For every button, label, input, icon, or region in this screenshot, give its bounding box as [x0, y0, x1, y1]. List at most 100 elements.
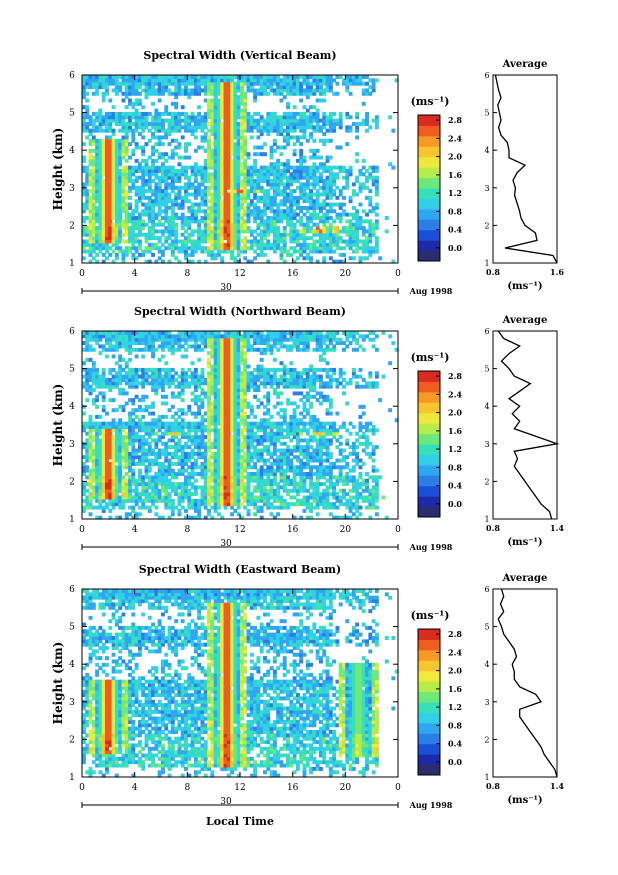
heatmap-cell	[295, 88, 300, 93]
heatmap-cell	[151, 169, 156, 173]
heatmap-cell	[164, 172, 169, 177]
heatmap-cell	[154, 158, 159, 163]
heatmap-cell	[184, 169, 188, 173]
heatmap-cell	[118, 195, 123, 200]
heatmap-cell	[193, 162, 198, 167]
heatmap-cell	[319, 202, 323, 207]
heatmap-cell	[108, 128, 113, 133]
heatmap-cell	[137, 229, 142, 234]
heatmap-cell	[157, 495, 162, 500]
heatmap-cell	[105, 122, 109, 126]
heatmap-cell	[355, 209, 360, 214]
heatmap-cell	[105, 145, 109, 150]
heatmap-cell	[368, 125, 373, 130]
heatmap-cell	[95, 88, 100, 93]
heatmap-cell	[128, 185, 132, 190]
heatmap-cell	[289, 226, 294, 231]
heatmap-cell	[272, 169, 277, 173]
heatmap-cell	[141, 384, 146, 389]
heatmap-cell	[240, 152, 244, 157]
heatmap-cell	[282, 195, 287, 200]
heatmap-cell	[124, 455, 129, 460]
heatmap-cell	[263, 236, 267, 241]
heatmap-cell	[128, 492, 132, 497]
heatmap-cell	[174, 334, 179, 339]
heatmap-cell	[269, 226, 274, 231]
heatmap-cell	[213, 132, 218, 137]
heatmap-cell	[85, 495, 90, 500]
heatmap-cell	[213, 158, 218, 163]
heatmap-cell	[91, 371, 96, 376]
heatmap-cell	[246, 202, 251, 207]
heatmap-cell	[240, 115, 244, 120]
heatmap-cell	[243, 75, 248, 79]
heatmap-cell	[220, 236, 225, 241]
heatmap-cell	[342, 226, 346, 231]
heatmap-cell	[88, 122, 93, 126]
heatmap-cell	[289, 111, 294, 116]
heatmap-cell	[128, 85, 132, 90]
heatmap-cell	[193, 381, 198, 386]
heatmap-cell	[243, 95, 248, 100]
heatmap-cell	[243, 239, 248, 244]
heatmap-cell	[144, 488, 149, 493]
heatmap-cell	[184, 195, 188, 200]
heatmap-cell	[177, 125, 182, 130]
heatmap-cell	[256, 145, 261, 150]
heatmap-cell	[184, 219, 188, 224]
heatmap-cell	[240, 91, 244, 96]
heatmap-cell	[164, 85, 169, 90]
heatmap-cell	[144, 85, 149, 90]
heatmap-cell	[118, 354, 123, 359]
heatmap-cell	[197, 78, 202, 83]
heatmap-cell	[207, 115, 211, 120]
heatmap-cell	[302, 75, 307, 79]
heatmap-cell	[230, 98, 235, 103]
heatmap-cell	[253, 216, 258, 220]
heatmap-cell	[200, 216, 205, 220]
heatmap-cell	[292, 172, 297, 177]
heatmap-cell	[105, 175, 109, 180]
heatmap-cell	[118, 341, 123, 346]
heatmap-cell	[279, 162, 284, 167]
heatmap-cell	[124, 512, 129, 517]
heatmap-cell	[269, 182, 274, 187]
heatmap-cell	[279, 122, 284, 126]
heatmap-cell	[292, 135, 297, 140]
heatmap-cell	[207, 152, 211, 157]
heatmap-cell	[216, 478, 221, 483]
heatmap-cell	[328, 118, 333, 123]
heatmap-cell	[259, 199, 264, 204]
heatmap-cell	[309, 199, 314, 204]
heatmap-cell	[328, 179, 333, 184]
heatmap-cell	[263, 195, 267, 200]
heatmap-cell	[111, 138, 116, 143]
heatmap-cell	[174, 185, 179, 190]
heatmap-cell	[253, 111, 258, 116]
heatmap-cell	[95, 226, 100, 231]
heatmap-cell	[207, 378, 211, 382]
heatmap-cell	[128, 341, 132, 346]
heatmap-cell	[374, 169, 379, 173]
heatmap-cell	[312, 212, 317, 217]
heatmap-cell	[210, 468, 215, 473]
heatmap-cell	[240, 128, 244, 133]
heatmap-cell	[137, 145, 142, 150]
heatmap-cell	[332, 175, 337, 180]
heatmap-cell	[124, 105, 129, 110]
heatmap-cell	[124, 189, 129, 194]
heatmap-cell	[128, 428, 132, 433]
heatmap-cell	[289, 122, 294, 126]
heatmap-cell	[98, 202, 103, 207]
heatmap-cell	[128, 101, 132, 106]
heatmap-cell	[131, 438, 136, 443]
heatmap-cell	[190, 132, 195, 137]
heatmap-cell	[161, 169, 165, 173]
heatmap-cell	[151, 222, 156, 227]
heatmap-cell	[91, 364, 96, 369]
heatmap-cell	[233, 205, 238, 210]
heatmap-cell	[144, 88, 149, 93]
heatmap-cell	[292, 148, 297, 153]
heatmap-cell	[187, 465, 192, 470]
heatmap-cell	[246, 189, 251, 194]
